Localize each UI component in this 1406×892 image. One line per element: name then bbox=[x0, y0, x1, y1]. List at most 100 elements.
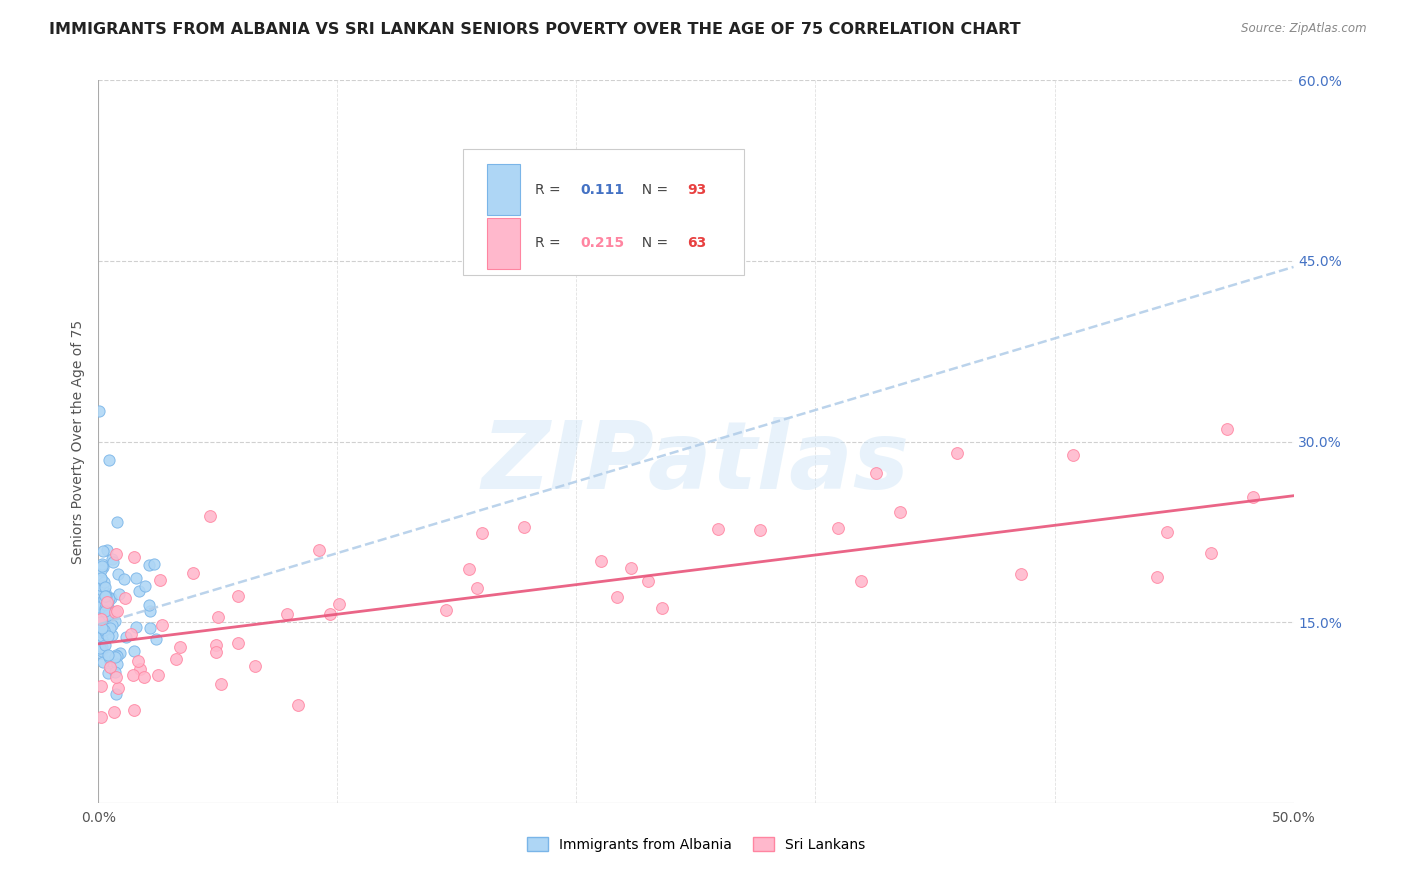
Point bbox=[114, 630, 136, 644]
Point bbox=[165, 651, 187, 665]
Point bbox=[94, 627, 117, 641]
Point bbox=[105, 657, 128, 672]
Point bbox=[207, 610, 229, 624]
Point bbox=[94, 589, 117, 603]
Point bbox=[98, 660, 121, 674]
Text: 63: 63 bbox=[688, 236, 707, 251]
Point bbox=[93, 574, 115, 589]
Point bbox=[98, 649, 121, 664]
FancyBboxPatch shape bbox=[486, 219, 520, 268]
Text: R =: R = bbox=[534, 183, 565, 197]
Point bbox=[132, 670, 155, 684]
Point bbox=[91, 655, 114, 669]
Text: IMMIGRANTS FROM ALBANIA VS SRI LANKAN SENIORS POVERTY OVER THE AGE OF 75 CORRELA: IMMIGRANTS FROM ALBANIA VS SRI LANKAN SE… bbox=[49, 22, 1021, 37]
Point bbox=[89, 607, 111, 621]
Point bbox=[93, 625, 115, 640]
Point bbox=[89, 578, 111, 592]
Point bbox=[946, 445, 969, 459]
Point bbox=[90, 571, 112, 585]
Point bbox=[97, 629, 120, 643]
Point bbox=[120, 626, 142, 640]
Point bbox=[91, 644, 114, 658]
Point bbox=[319, 607, 342, 621]
Point bbox=[149, 574, 172, 588]
Point bbox=[91, 560, 114, 574]
Point bbox=[90, 571, 112, 585]
Point bbox=[90, 629, 112, 643]
Point bbox=[96, 594, 118, 608]
Point bbox=[93, 593, 115, 607]
Point bbox=[706, 522, 728, 536]
Point bbox=[651, 600, 673, 615]
Point bbox=[134, 579, 156, 593]
Point bbox=[276, 607, 298, 622]
Point bbox=[90, 582, 112, 596]
Point bbox=[96, 607, 118, 621]
Point bbox=[108, 587, 131, 601]
Point bbox=[98, 654, 121, 668]
Point bbox=[97, 665, 120, 680]
Point bbox=[114, 591, 136, 605]
Point bbox=[91, 621, 114, 635]
Point bbox=[139, 621, 162, 635]
Point bbox=[226, 589, 249, 603]
Point bbox=[94, 589, 117, 603]
FancyBboxPatch shape bbox=[486, 164, 520, 215]
Point bbox=[93, 600, 115, 615]
Point bbox=[89, 621, 111, 635]
Point bbox=[93, 624, 115, 638]
Point bbox=[89, 404, 111, 418]
Text: ZIPatlas: ZIPatlas bbox=[482, 417, 910, 509]
Point bbox=[169, 640, 191, 654]
Point bbox=[124, 644, 146, 658]
Point bbox=[91, 640, 114, 654]
Point bbox=[90, 583, 112, 598]
Point bbox=[91, 559, 114, 574]
Point bbox=[91, 544, 114, 558]
Point bbox=[94, 604, 117, 618]
Point bbox=[139, 605, 162, 619]
Point bbox=[209, 677, 232, 691]
Point bbox=[100, 591, 122, 605]
Point bbox=[1216, 421, 1239, 435]
Point bbox=[589, 554, 612, 568]
Point bbox=[669, 169, 692, 184]
Y-axis label: Seniors Poverty Over the Age of 75: Seniors Poverty Over the Age of 75 bbox=[72, 319, 86, 564]
Point bbox=[205, 645, 228, 659]
Point bbox=[104, 614, 127, 628]
Point bbox=[328, 597, 350, 611]
Point bbox=[107, 681, 129, 696]
Legend: Immigrants from Albania, Sri Lankans: Immigrants from Albania, Sri Lankans bbox=[522, 831, 870, 857]
Point bbox=[104, 605, 127, 619]
Point bbox=[513, 520, 536, 534]
Point bbox=[96, 599, 118, 614]
Point bbox=[97, 607, 120, 622]
Point bbox=[142, 558, 165, 572]
Point bbox=[205, 638, 228, 652]
Point bbox=[91, 616, 114, 631]
Point bbox=[90, 612, 112, 626]
Point bbox=[90, 563, 112, 577]
Point bbox=[104, 648, 127, 662]
Point bbox=[465, 581, 488, 595]
Point bbox=[308, 542, 330, 557]
Point bbox=[1010, 566, 1032, 581]
Point bbox=[198, 508, 221, 523]
Point bbox=[138, 598, 160, 612]
Point bbox=[97, 648, 120, 663]
Point bbox=[105, 515, 128, 529]
Point bbox=[91, 626, 114, 640]
Point bbox=[1241, 490, 1264, 504]
Point bbox=[94, 638, 117, 652]
Point bbox=[104, 665, 127, 679]
Point bbox=[1156, 525, 1178, 540]
Point bbox=[129, 662, 152, 676]
Text: N =: N = bbox=[633, 183, 672, 197]
Point bbox=[105, 604, 128, 618]
Point bbox=[112, 572, 135, 586]
Point bbox=[181, 566, 204, 580]
Point bbox=[125, 572, 148, 586]
Point bbox=[127, 655, 149, 669]
Point bbox=[90, 615, 112, 630]
Point bbox=[287, 698, 309, 712]
